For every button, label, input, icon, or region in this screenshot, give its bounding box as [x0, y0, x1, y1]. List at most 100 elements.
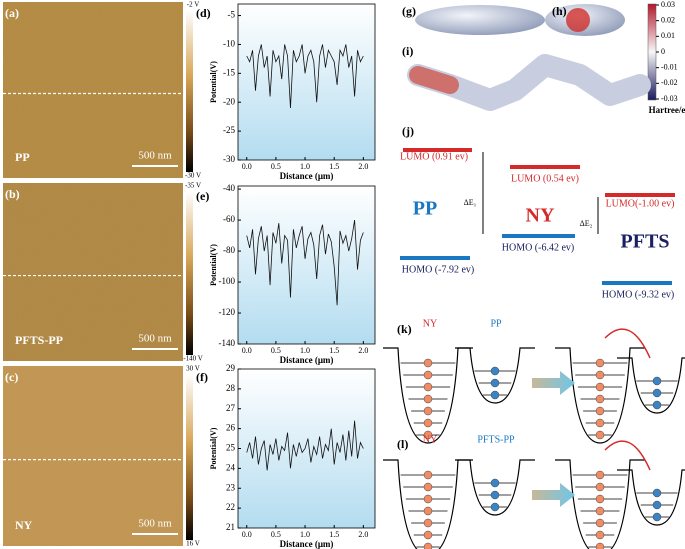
panel-label: (b) [5, 187, 20, 201]
colorbar-max: 30 V [186, 365, 200, 373]
well [617, 357, 685, 414]
data-line [246, 44, 364, 109]
data-line [246, 420, 364, 471]
electron [652, 400, 662, 410]
colorbar-tick-label: 0.03 [661, 0, 675, 9]
y-tick-label: 21 [226, 522, 235, 532]
electron [595, 530, 605, 540]
well-diagrams [383, 328, 685, 549]
electron [423, 418, 433, 428]
colorbar-max: -2 V [187, 1, 200, 9]
electron [490, 502, 500, 512]
panel-label: (a) [5, 6, 19, 20]
colorbar-tick-label: 0 [661, 47, 665, 56]
electron [490, 366, 500, 376]
level-label: HOMO (-7.92 ev) [402, 264, 475, 275]
panel-label: (f) [196, 370, 208, 384]
electron [595, 494, 605, 504]
electron [423, 382, 433, 392]
y-tick-label: -120 [219, 307, 236, 317]
plot-area [237, 185, 376, 345]
colorbar-tick-label: -0.02 [661, 78, 678, 87]
plot-area [237, 3, 376, 161]
y-tick-label: 28 [226, 383, 236, 393]
level-label: HOMO (-9.32 ev) [602, 289, 675, 300]
sample-label: NY [15, 518, 33, 532]
electron [595, 382, 605, 392]
electron [423, 542, 433, 549]
colorbar-min: 16 V [186, 540, 200, 548]
afm-texture [3, 366, 183, 546]
gap-label: ΔE₂ [580, 219, 593, 228]
electron [423, 518, 433, 528]
electron [595, 470, 605, 480]
x-tick-label: 0.5 [271, 530, 281, 539]
scale-label: 500 nm [138, 150, 172, 162]
panel-label: (i) [402, 44, 413, 58]
x-tick-label: 2.0 [358, 530, 368, 539]
y-tick-label: -140 [219, 338, 236, 348]
well [555, 459, 645, 549]
y-tick-label: -30 [223, 154, 235, 164]
energy-diagram [400, 148, 675, 285]
level-label: LUMO (0.54 ev) [511, 173, 579, 184]
well [455, 347, 535, 404]
panel-label: (j) [402, 124, 414, 138]
x-tick-label: 2.0 [358, 346, 368, 355]
electron [423, 470, 433, 480]
colorbar-tick-label: 0.02 [661, 15, 675, 24]
afm-colorbar [186, 191, 193, 355]
electron [595, 418, 605, 428]
colorbar-min: -30 V [185, 172, 201, 180]
x-tick-label: 0.0 [242, 346, 252, 355]
x-tick-label: 1.0 [300, 530, 310, 539]
electron [595, 430, 605, 440]
well-label: NY [423, 318, 437, 329]
data-line [246, 220, 364, 306]
y-tick-label: -15 [223, 67, 235, 77]
charge-arrow [604, 440, 651, 471]
y-tick-label: -20 [223, 96, 235, 106]
panel-label: (e) [196, 189, 209, 203]
x-tick-label: 0.0 [242, 162, 252, 171]
molecules [407, 4, 651, 111]
charge-arrow [604, 328, 651, 359]
colorbar-min: -140 V [183, 355, 203, 363]
y-tick-label: 27 [226, 403, 236, 413]
panel-label: (h) [552, 4, 567, 18]
y-tick-label: -25 [223, 125, 235, 135]
panel-label: (c) [5, 370, 18, 384]
molecule-name: PFTS [621, 231, 670, 253]
colorbar-tick-label: -0.01 [661, 62, 678, 71]
molecule-name: NY [526, 205, 555, 227]
well [555, 347, 645, 444]
colorbar-label: Hartree/e [649, 105, 685, 115]
well [617, 469, 685, 526]
electron [490, 390, 500, 400]
x-tick-label: 0.5 [271, 346, 281, 355]
colorbar-tick-label: 0.01 [661, 31, 675, 40]
afm-colorbar [186, 10, 193, 172]
y-tick-label: 22 [226, 502, 235, 512]
electron [595, 542, 605, 549]
charge-blob [409, 66, 459, 94]
y-tick-label: 26 [226, 423, 236, 433]
y-tick-label: 23 [226, 482, 236, 492]
transfer-arrow [532, 371, 575, 395]
electron [595, 518, 605, 528]
colorbar-tick-label: -0.03 [661, 94, 678, 103]
electron [423, 406, 433, 416]
y-tick-label: -60 [223, 214, 235, 224]
scale-label: 500 nm [138, 518, 172, 530]
level-label: LUMO (0.91 ev) [400, 151, 468, 162]
y-tick-label: -40 [223, 183, 235, 193]
x-axis-label: Distance (μm) [280, 539, 334, 549]
plot-area [237, 368, 376, 529]
afm-texture [3, 2, 183, 178]
electron [652, 512, 662, 522]
well [455, 459, 535, 516]
well [383, 459, 473, 549]
y-axis-label: Potential(V) [209, 61, 218, 103]
y-tick-label: 25 [226, 443, 236, 453]
